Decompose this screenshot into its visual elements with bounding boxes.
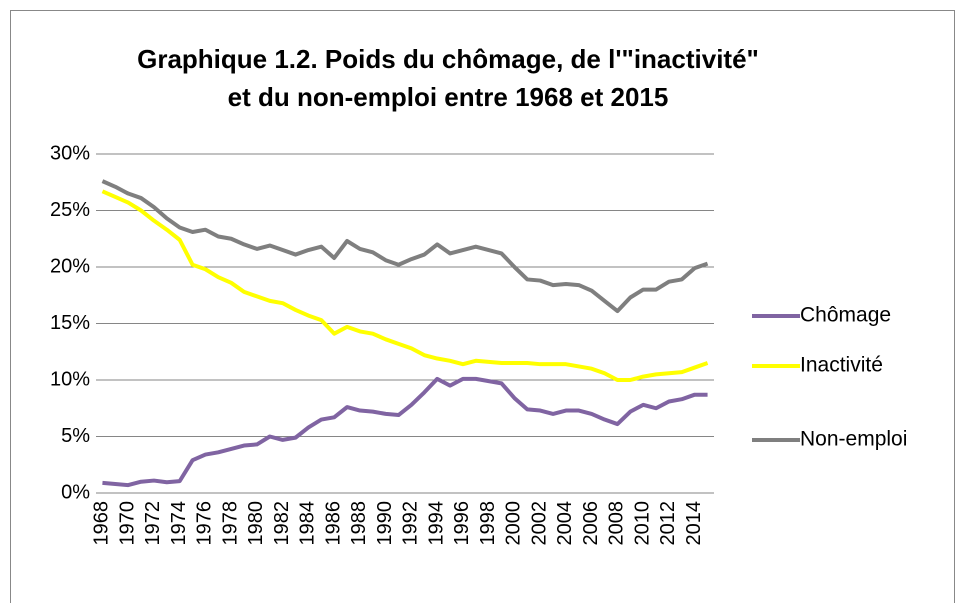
x-tick-label: 1980	[245, 501, 267, 546]
x-tick-label: 1982	[271, 501, 293, 546]
legend-label: Chômage	[800, 304, 891, 327]
x-tick-label: 2004	[554, 501, 576, 546]
x-tick-label: 1998	[477, 501, 499, 546]
x-tick-label: 1994	[425, 501, 447, 546]
x-tick-label: 2010	[631, 501, 653, 546]
series-line	[102, 376, 708, 488]
y-tick-label: 0%	[61, 481, 90, 503]
x-tick-label: 2002	[528, 501, 550, 546]
x-tick-label: 1972	[142, 501, 164, 546]
y-tick-label: 10%	[50, 368, 90, 390]
x-tick-label: 1992	[400, 501, 422, 546]
series-line	[101, 189, 709, 382]
x-tick-label: 1990	[374, 501, 396, 546]
x-tick-label: 2006	[580, 501, 602, 546]
series-line	[101, 179, 709, 314]
x-tick-label: 2014	[683, 501, 705, 546]
x-tick-label: 1976	[194, 501, 216, 546]
y-tick-label: 20%	[50, 255, 90, 277]
x-tick-label: 1986	[322, 501, 344, 546]
y-tick-label: 5%	[61, 425, 90, 447]
x-tick-label: 1978	[219, 501, 241, 546]
x-tick-label: 2012	[657, 501, 679, 546]
y-tick-label: 30%	[50, 142, 90, 164]
y-tick-label: 25%	[50, 199, 90, 221]
chart-title: et du non-emploi entre 1968 et 2015	[228, 82, 669, 112]
legend-label: Inactivité	[800, 354, 883, 377]
x-tick-label: 1988	[348, 501, 370, 546]
x-tick-label: 1974	[168, 501, 190, 546]
chart-frame	[10, 10, 955, 603]
x-tick-label: 2008	[606, 501, 628, 546]
x-tick-label: 1970	[116, 501, 138, 546]
x-tick-label: 2000	[503, 501, 525, 546]
x-tick-label: 1996	[451, 501, 473, 546]
x-tick-label: 1968	[91, 501, 113, 546]
x-tick-label: 1984	[297, 501, 319, 546]
legend-label: Non-emploi	[800, 428, 907, 451]
chart-title: Graphique 1.2. Poids du chômage, de l'"i…	[137, 44, 759, 74]
y-tick-label: 15%	[50, 312, 90, 334]
